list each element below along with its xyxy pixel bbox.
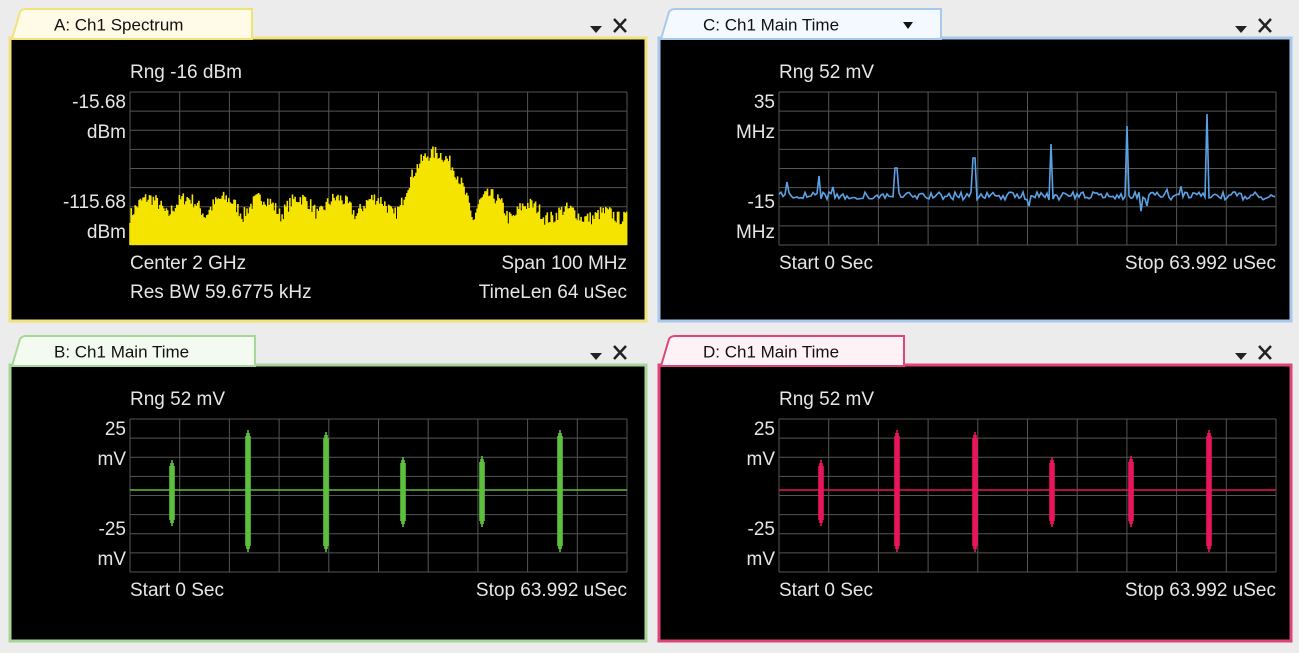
tab-dropdown[interactable] [903, 22, 913, 29]
footer-label: TimeLen 64 uSec [479, 282, 627, 303]
panel-frame [8, 36, 648, 323]
y-axis-label: mV [98, 549, 127, 570]
footer-label: Start 0 Sec [130, 580, 224, 601]
footer-label: Res BW 59.6775 kHz [130, 282, 312, 303]
minimize-button[interactable] [590, 26, 602, 33]
close-button[interactable] [1258, 18, 1272, 33]
y-axis-label: MHz [736, 122, 775, 143]
range-label: Rng 52 mV [130, 389, 225, 410]
time-trace [130, 430, 627, 552]
footer-label: Start 0 Sec [779, 253, 873, 274]
footer-label: Stop 63.992 uSec [476, 580, 627, 601]
footer-label: Stop 63.992 uSec [1125, 253, 1276, 274]
close-button[interactable] [613, 345, 627, 360]
y-axis-label: -25 [748, 519, 775, 540]
footer-label: Start 0 Sec [779, 580, 873, 601]
panel-tab[interactable] [10, 335, 256, 367]
y-axis-label: -15 [748, 192, 775, 213]
range-label: Rng 52 mV [779, 389, 874, 410]
tab-title: D: Ch1 Main Time [703, 342, 839, 361]
y-axis-label: 35 [754, 92, 775, 113]
y-axis-label: mV [747, 449, 776, 470]
tab-title: C: Ch1 Main Time [703, 15, 839, 34]
y-axis-label: dBm [87, 222, 126, 243]
panel: A: Ch1 Spectrum Rng -16 dBm-15.68 dBm -115.… [8, 8, 648, 323]
plot-grid [778, 418, 1277, 573]
minimize-button[interactable] [1235, 26, 1247, 33]
plot-grid [129, 418, 628, 573]
y-axis-label: dBm [87, 122, 126, 143]
y-axis-label: 25 [105, 419, 126, 440]
y-axis-label: -25 [99, 519, 126, 540]
y-axis-label: 25 [754, 419, 775, 440]
tab-title: A: Ch1 Spectrum [54, 15, 183, 34]
panel-frame [657, 36, 1293, 323]
y-axis-label: mV [98, 449, 127, 470]
footer-label: Center 2 GHz [130, 253, 246, 274]
y-axis-label: mV [747, 549, 776, 570]
y-axis-label: MHz [736, 222, 775, 243]
minimize-button[interactable] [590, 353, 602, 360]
minimize-button[interactable] [1235, 353, 1247, 360]
footer-label: Span 100 MHz [501, 253, 627, 274]
y-axis-label: -15.68 [72, 92, 126, 113]
plot-grid [778, 91, 1277, 246]
y-axis-label: -115.68 [63, 192, 126, 213]
range-label: Rng 52 mV [779, 62, 874, 83]
panel-tab[interactable] [10, 8, 253, 40]
close-button[interactable] [613, 18, 627, 33]
range-label: Rng -16 dBm [130, 62, 242, 83]
time-trace [779, 430, 1276, 552]
panel-tab[interactable] [659, 8, 942, 40]
close-button[interactable] [1258, 345, 1272, 360]
footer-label: Stop 63.992 uSec [1125, 580, 1276, 601]
time-trace [778, 113, 1276, 212]
spectrum-trace [129, 146, 628, 245]
tab-title: B: Ch1 Main Time [54, 342, 189, 361]
panel-tab[interactable] [659, 335, 905, 367]
